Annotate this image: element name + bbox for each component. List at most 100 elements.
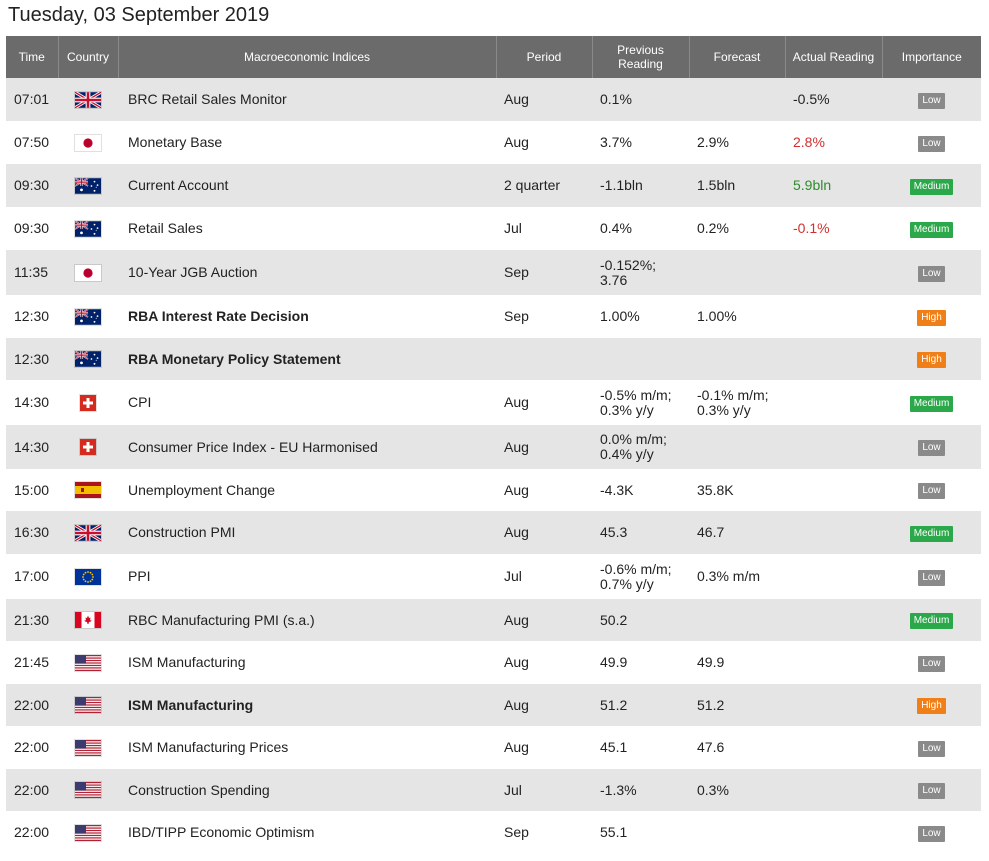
table-row[interactable]: 16:30 Construction PMI Aug 45.3 46.7 Medium (6, 511, 981, 554)
table-row[interactable]: 22:00 IBD/TIPP Economic Optimism Sep 55.1 Lo… (6, 811, 981, 854)
table-row[interactable]: 09:30 Current Account 2 quarter -1.1bln 1.5b… (6, 164, 981, 207)
time-cell: 16:30 (6, 511, 58, 554)
header-time[interactable]: Time (6, 36, 59, 78)
period-cell: Aug (496, 469, 592, 511)
previous-cell: 0.4% (592, 207, 689, 250)
importance-badge: Medium (909, 178, 954, 195)
page-title: Tuesday, 03 September 2019 (8, 4, 270, 26)
table-row[interactable]: 12:30 RBA Interest Rate Decision Sep 1.00% 1… (6, 295, 981, 338)
table-row[interactable]: 22:00 Construction Spending Jul -1.3% 0.3% Lo… (6, 769, 981, 811)
table-row[interactable]: 17:00 PPI Jul -0.6% m/m; 0.7% y/y 0.3% m/m Lo… (6, 554, 981, 599)
indicator-name: Current Account (118, 164, 496, 207)
forecast-cell (689, 250, 785, 295)
period-cell: Aug (496, 380, 592, 425)
importance-badge: Low (918, 265, 945, 282)
period-cell: Aug (496, 121, 592, 164)
table-row[interactable]: 12:30 RBA Monetary Policy Statement High (6, 338, 981, 380)
importance-cell: Medium (882, 599, 981, 641)
indicator-name: RBA Monetary Policy Statement (118, 338, 496, 380)
indicator-name: Retail Sales (118, 207, 496, 250)
previous-cell: 49.9 (592, 641, 689, 684)
importance-badge: Medium (909, 395, 954, 412)
australia-flag-icon (75, 308, 101, 325)
time-cell: 11:35 (6, 250, 58, 295)
importance-badge: Low (918, 483, 945, 499)
previous-cell: 55.1 (592, 811, 689, 854)
australia-flag-icon (75, 351, 101, 367)
header-actual[interactable]: Actual Reading (785, 36, 883, 78)
previous-cell: 1.00% (592, 295, 689, 338)
table-row[interactable]: 15:00 Unemployment Change Aug -4.3K 35.8K Low (6, 469, 981, 511)
indicator-name: CPI (118, 380, 496, 425)
country-cell (58, 599, 118, 641)
previous-cell: 50.2 (592, 599, 689, 641)
table-row[interactable]: 14:30 Consumer Price Index - EU Harmonise… (6, 425, 981, 469)
importance-cell: Low (882, 769, 981, 811)
indicator-name: Consumer Price Index - EU Harmonised (118, 425, 496, 469)
indicator-name: ISM Manufacturing (118, 641, 496, 684)
indicator-name: RBC Manufacturing PMI (s.a.) (118, 599, 496, 641)
forecast-cell: 0.3% m/m (689, 554, 785, 599)
table-row[interactable]: 14:30 CPI Aug -0.5% m/m; 0.3% y/y -0.1% m/m;… (6, 380, 981, 425)
importance-cell: Medium (882, 511, 981, 554)
previous-cell: -0.152%; 3.76 (592, 250, 689, 295)
actual-cell (785, 511, 882, 554)
country-cell (58, 338, 118, 380)
country-cell (58, 207, 118, 250)
table-row[interactable]: 09:30 Retail Sales Jul 0.4% 0.2% -0.1% Medium (6, 207, 981, 250)
forecast-cell (689, 78, 785, 121)
country-cell (58, 641, 118, 684)
time-cell: 22:00 (6, 684, 58, 726)
importance-cell: Low (882, 554, 981, 599)
actual-cell (785, 425, 882, 469)
importance-cell: High (882, 295, 981, 338)
usa-flag-icon (75, 824, 101, 841)
country-cell (58, 769, 118, 811)
indicator-name: BRC Retail Sales Monitor (118, 78, 496, 121)
country-cell (58, 425, 118, 469)
actual-cell: 5.9bln (785, 164, 882, 207)
previous-cell: 51.2 (592, 684, 689, 726)
importance-cell: High (882, 684, 981, 726)
header-previous[interactable]: Previous Reading (592, 36, 690, 78)
forecast-cell (689, 599, 785, 641)
time-cell: 12:30 (6, 295, 58, 338)
table-row[interactable]: 07:01 BRC Retail Sales Monitor Aug 0.1% -0.5… (6, 78, 981, 121)
header-importance[interactable]: Importance (882, 36, 981, 78)
period-cell: Sep (496, 811, 592, 854)
table-row[interactable]: 07:50 Monetary Base Aug 3.7% 2.9% 2.8% Low (6, 121, 981, 164)
indicator-name: ISM Manufacturing Prices (118, 726, 496, 769)
previous-cell: -1.1bln (592, 164, 689, 207)
actual-cell (785, 338, 882, 380)
forecast-cell: 0.2% (689, 207, 785, 250)
indicator-name: Construction PMI (118, 511, 496, 554)
period-cell: Aug (496, 78, 592, 121)
table-row[interactable]: 21:30 RBC Manufacturing PMI (s.a.) Aug 50.2… (6, 599, 981, 641)
header-country[interactable]: Country (58, 36, 119, 78)
time-cell: 07:01 (6, 78, 58, 121)
indicator-name: RBA Interest Rate Decision (118, 295, 496, 338)
country-cell (58, 380, 118, 425)
table-row[interactable]: 22:00 ISM Manufacturing Aug 51.2 51.2 High (6, 684, 981, 726)
switzerland-flag-icon (80, 394, 96, 411)
time-cell: 09:30 (6, 207, 58, 250)
table-row[interactable]: 21:45 ISM Manufacturing Aug 49.9 49.9 Low (6, 641, 981, 684)
importance-cell: Low (882, 811, 981, 854)
header-index[interactable]: Macroeconomic Indices (118, 36, 497, 78)
table-row[interactable]: 11:35 10-Year JGB Auction Sep -0.152%; 3.76… (6, 250, 981, 295)
actual-cell (785, 641, 882, 684)
header-period[interactable]: Period (496, 36, 593, 78)
time-cell: 12:30 (6, 338, 58, 380)
indicator-name: PPI (118, 554, 496, 599)
forecast-cell (689, 425, 785, 469)
importance-cell: Low (882, 425, 981, 469)
importance-cell: Medium (882, 380, 981, 425)
time-cell: 15:00 (6, 469, 58, 511)
actual-cell (785, 469, 882, 511)
previous-cell: 45.3 (592, 511, 689, 554)
country-cell (58, 164, 118, 207)
indicator-name: Construction Spending (118, 769, 496, 811)
header-forecast[interactable]: Forecast (689, 36, 786, 78)
importance-cell: Low (882, 469, 981, 511)
table-row[interactable]: 22:00 ISM Manufacturing Prices Aug 45.1 47.6… (6, 726, 981, 769)
